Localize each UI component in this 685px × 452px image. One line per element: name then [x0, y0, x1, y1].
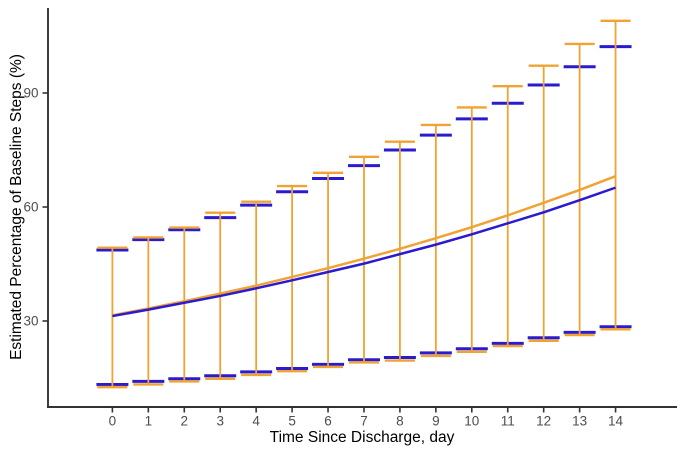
x-tick-label: 8 [396, 414, 404, 429]
estimate-lines [112, 175, 617, 318]
y-tick-label: 60 [23, 200, 38, 215]
x-tick-label: 11 [501, 414, 515, 429]
x-tick-label: 3 [216, 414, 224, 429]
x-tick-label: 2 [181, 414, 189, 429]
x-tick-label: 13 [572, 414, 587, 429]
axes [42, 8, 677, 413]
orange-error-bars [97, 19, 631, 389]
blue-estimate-line [112, 186, 616, 318]
orange-estimate-line [112, 175, 617, 317]
y-tick-label: 90 [23, 86, 38, 101]
x-tick-label: 14 [608, 414, 624, 429]
x-tick-label: 0 [109, 414, 117, 429]
x-tick-label: 12 [536, 414, 551, 429]
x-tick-label: 7 [360, 414, 368, 429]
x-tick-label: 9 [432, 414, 440, 429]
x-tick-label: 6 [324, 414, 332, 429]
x-tick-label: 5 [288, 414, 296, 429]
x-axis-title: Time Since Discharge, day [269, 429, 455, 446]
x-tick-label: 1 [145, 414, 153, 429]
x-tick-label: 4 [252, 414, 260, 429]
y-axis-title: Estimated Percentage of Baseline Steps (… [8, 54, 25, 360]
y-tick-label: 30 [23, 314, 38, 329]
x-tick-label: 10 [464, 414, 479, 429]
